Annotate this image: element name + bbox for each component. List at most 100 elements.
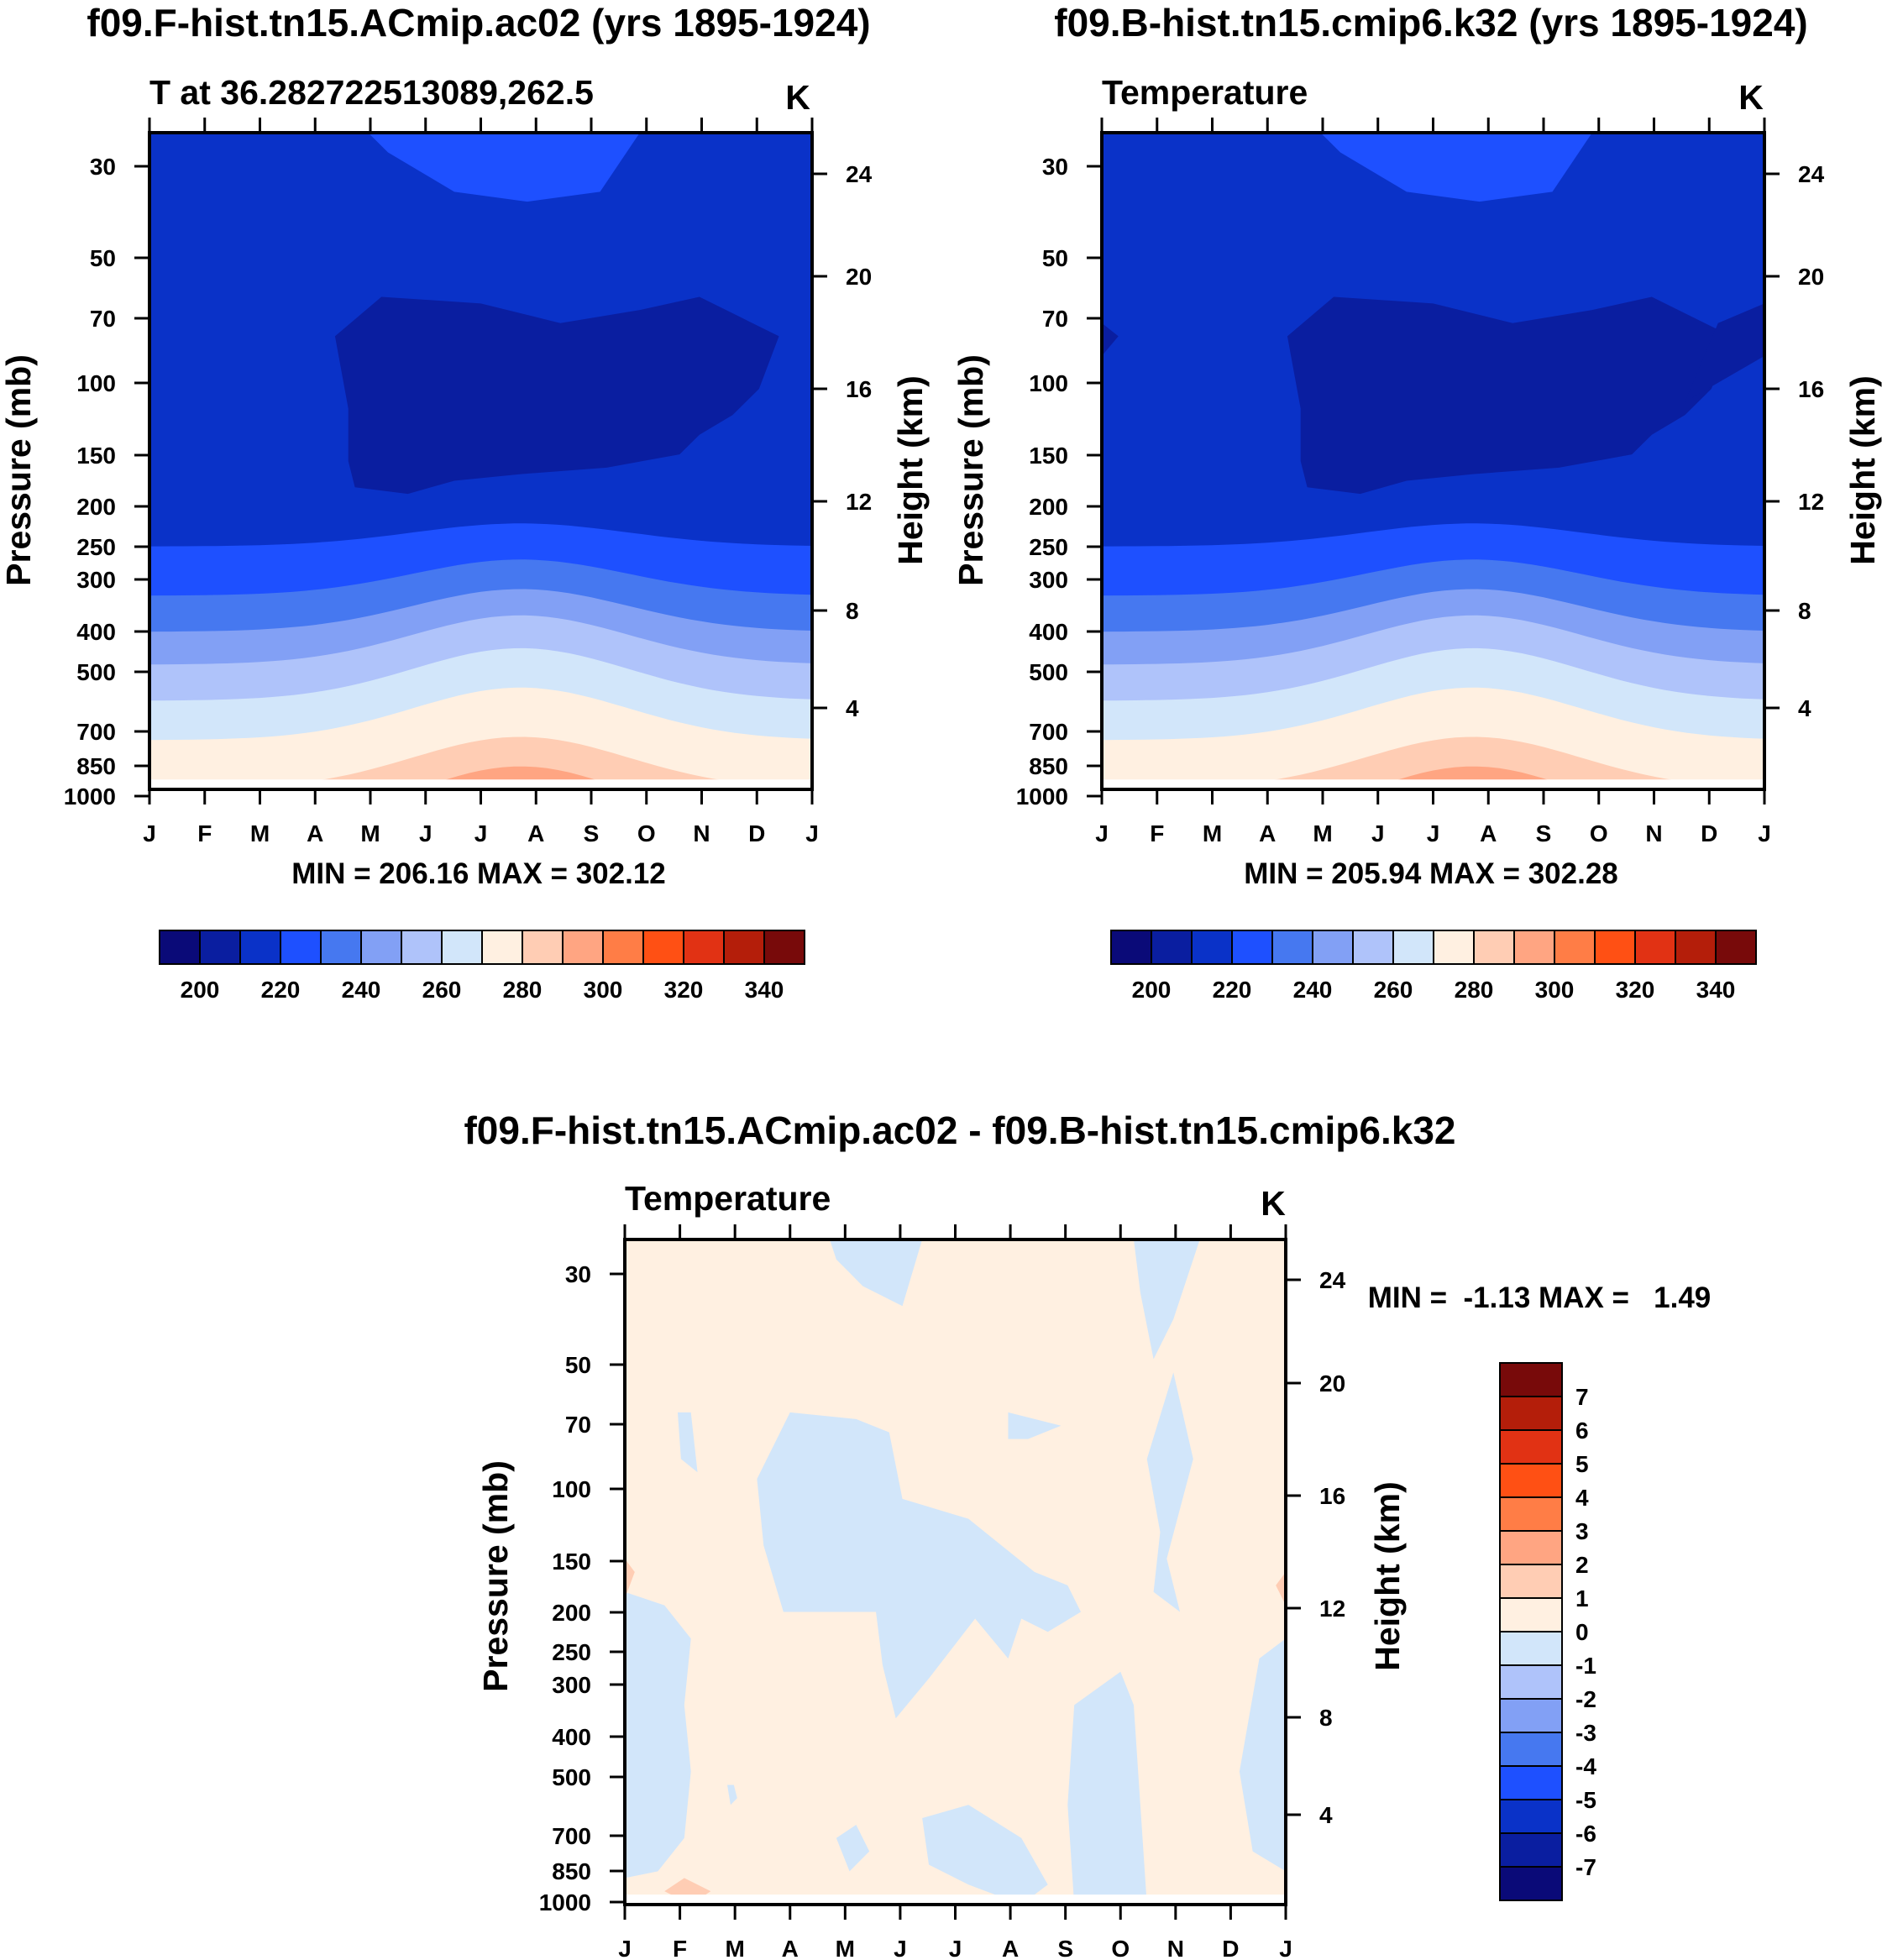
- y-tick-label: 300: [1029, 567, 1068, 593]
- colorbar-box: [1715, 930, 1757, 965]
- contour-band: [625, 1591, 691, 1879]
- colorbar-label: 340: [1696, 977, 1736, 1003]
- contour-band: [1320, 133, 1592, 202]
- colorbar-box: [642, 930, 684, 965]
- colorbar-box: [1499, 1597, 1563, 1632]
- contour-band: [1685, 303, 1764, 402]
- x-tick-label: A: [1480, 820, 1497, 846]
- y-tick-label: 400: [76, 619, 116, 645]
- contour-band: [1239, 1638, 1286, 1872]
- colorbar-box: [1312, 930, 1354, 965]
- x-tick-label: J: [474, 820, 488, 846]
- colorbar-box: [1499, 1664, 1563, 1700]
- x-tick-label: N: [1645, 820, 1662, 846]
- x-tick-label: J: [894, 1936, 907, 1960]
- panel-1-unit: K: [785, 78, 810, 117]
- y2-tick-label: 16: [1319, 1483, 1345, 1509]
- y-tick-label: 500: [552, 1764, 591, 1790]
- x-tick-label: M: [726, 1936, 745, 1960]
- colorbar-label: 320: [1616, 977, 1655, 1003]
- y-tick-label: 700: [552, 1823, 591, 1849]
- colorbar-label: 4: [1575, 1485, 1589, 1511]
- y-tick-label: 30: [1042, 154, 1068, 180]
- x-tick-label: M: [1203, 820, 1222, 846]
- colorbar-box: [562, 930, 604, 965]
- x-tick-label: D: [748, 820, 765, 846]
- colorbar-label: 6: [1575, 1418, 1589, 1444]
- y2-tick-label: 24: [846, 161, 873, 187]
- contour-band: [1276, 1572, 1286, 1606]
- y-tick-label: 300: [552, 1672, 591, 1698]
- contour-band: [1067, 1671, 1147, 1905]
- colorbar-box: [1499, 1832, 1563, 1868]
- colorbar-box: [481, 930, 523, 965]
- y-tick-label: 200: [76, 494, 116, 520]
- colorbar-label: -5: [1575, 1787, 1596, 1813]
- y-tick-label: 50: [565, 1352, 591, 1378]
- x-tick-label: J: [1427, 820, 1440, 846]
- x-tick-label: M: [1313, 820, 1332, 846]
- y-tick-label: 150: [552, 1549, 591, 1575]
- colorbar-box: [602, 930, 644, 965]
- y-tick-label: 850: [552, 1858, 591, 1884]
- colorbar-label: 220: [1213, 977, 1252, 1003]
- x-tick-label: S: [1057, 1936, 1073, 1960]
- y-tick-label: 400: [1029, 619, 1068, 645]
- colorbar-box: [1499, 1698, 1563, 1733]
- colorbar-box: [1231, 930, 1273, 965]
- contour-band: [1102, 322, 1119, 356]
- y-tick-label: 850: [1029, 753, 1068, 779]
- x-tick-label: N: [1167, 1936, 1184, 1960]
- colorbar-label: 5: [1575, 1451, 1589, 1477]
- panel-3-title: f09.F-hist.tn15.ACmip.ac02 - f09.B-hist.…: [464, 1108, 1455, 1152]
- y2-tick-label: 12: [1319, 1596, 1345, 1622]
- y2-tick-label: 12: [1798, 489, 1824, 515]
- colorbar-box: [1499, 1362, 1563, 1397]
- colorbar-box: [1675, 930, 1717, 965]
- contour-band: [836, 1824, 870, 1872]
- colorbar-label: 320: [664, 977, 704, 1003]
- y-tick-label: 150: [76, 443, 116, 469]
- colorbar-box: [1499, 1866, 1563, 1901]
- y2-tick-label: 20: [1798, 264, 1824, 290]
- panel-2-minmax: MIN = 205.94 MAX = 302.28: [1244, 857, 1618, 890]
- x-tick-label: O: [1590, 820, 1608, 846]
- y2-tick-label: 16: [1798, 376, 1824, 402]
- panel-2-title: f09.B-hist.tn15.cmip6.k32 (yrs 1895-1924…: [1054, 1, 1807, 45]
- panel-1-ylabel: Pressure (mb): [0, 354, 38, 586]
- x-tick-label: M: [836, 1936, 855, 1960]
- y-tick-label: 100: [1029, 370, 1068, 396]
- y-tick-label: 500: [1029, 659, 1068, 685]
- colorbar-label: 7: [1575, 1384, 1589, 1410]
- colorbar-box: [723, 930, 765, 965]
- y2-tick-label: 20: [846, 264, 872, 290]
- colorbar-label: 280: [1455, 977, 1494, 1003]
- colorbar-box: [1151, 930, 1193, 965]
- colorbar-label: -1: [1575, 1653, 1596, 1679]
- panel-2-left-label: Temperature: [1102, 73, 1308, 112]
- colorbar-box: [1594, 930, 1636, 965]
- colorbar-box: [1554, 930, 1596, 965]
- y2-tick-label: 4: [846, 695, 859, 721]
- contour-band: [334, 296, 779, 495]
- colorbar-label: 260: [1374, 977, 1413, 1003]
- panel-3-unit: K: [1261, 1184, 1286, 1223]
- panel-1-minmax: MIN = 206.16 MAX = 302.12: [291, 857, 666, 890]
- y-tick-label: 1000: [1016, 783, 1068, 810]
- colorbar-box: [1634, 930, 1676, 965]
- colorbar-box: [441, 930, 483, 965]
- x-tick-label: J: [1758, 820, 1771, 846]
- y-tick-label: 700: [76, 719, 116, 745]
- colorbar-label: 200: [181, 977, 220, 1003]
- x-tick-label: M: [360, 820, 380, 846]
- y-tick-label: 250: [1029, 534, 1068, 560]
- contour-band: [1287, 296, 1732, 495]
- colorbar-label: -2: [1575, 1686, 1596, 1712]
- x-tick-label: D: [1222, 1936, 1239, 1960]
- colorbar-box: [1110, 930, 1152, 965]
- colorbar-box: [1499, 1765, 1563, 1800]
- colorbar-label: 200: [1132, 977, 1172, 1003]
- y-tick-label: 1000: [64, 783, 116, 810]
- x-tick-label: J: [1279, 1936, 1292, 1960]
- panel-2-colorbar: 200 220 240 260 280 300 320 340: [1110, 930, 1757, 1003]
